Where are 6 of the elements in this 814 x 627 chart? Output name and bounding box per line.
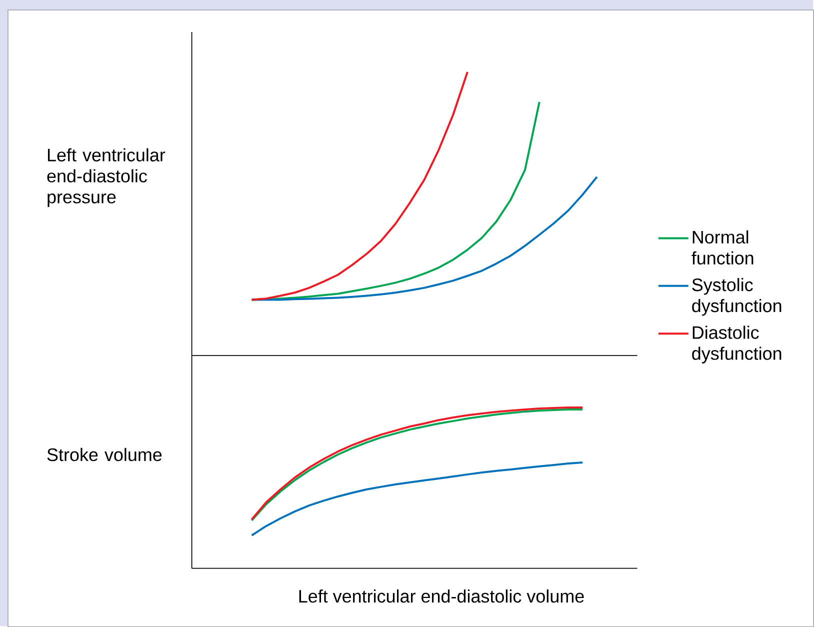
legend-label: Systolic dysfunction xyxy=(692,278,782,316)
y-axis-title: Left ventricular end-diastolic pressure xyxy=(47,148,166,207)
legend-label: Diastolic dysfunction xyxy=(692,326,782,364)
y-axis-title: Stroke volume xyxy=(47,448,162,462)
legend-label: Normal function xyxy=(692,230,754,264)
x-axis-title: Left ventricular end-diastolic volume xyxy=(299,589,584,603)
